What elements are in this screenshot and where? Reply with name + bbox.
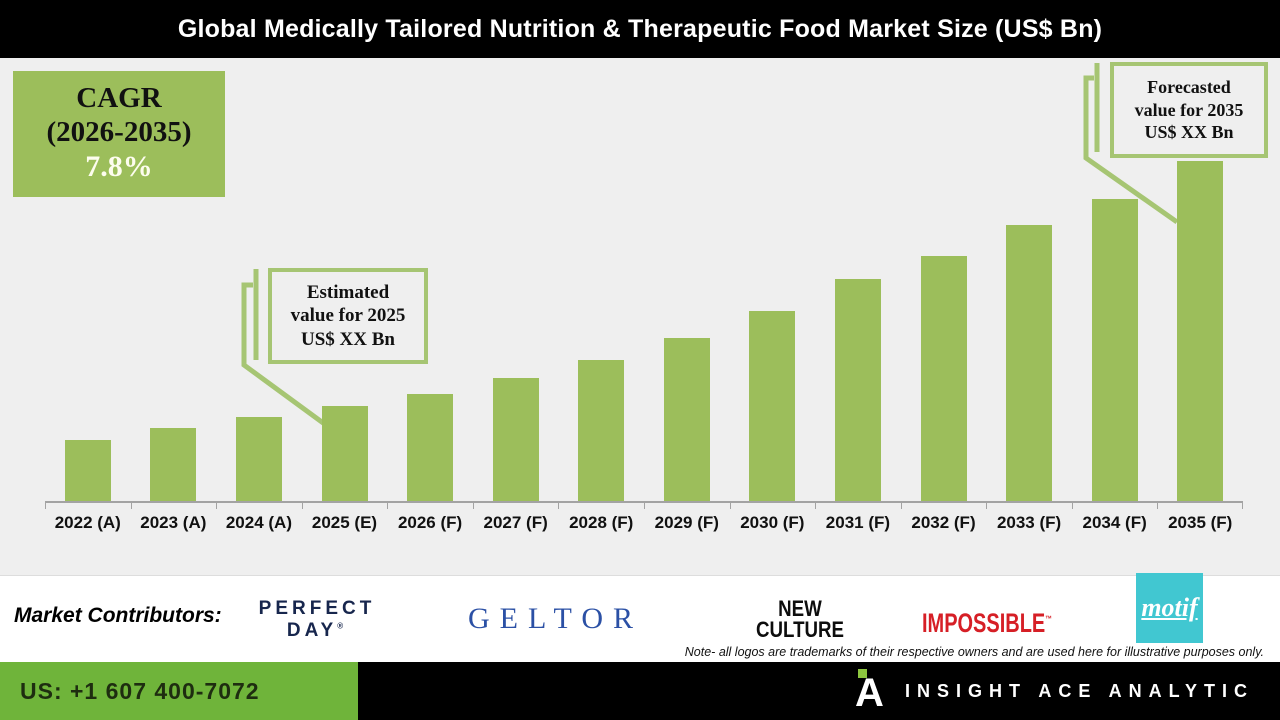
bar-2034 — [1091, 199, 1138, 501]
forecasted-callout-line2: value for 2035 — [1134, 99, 1244, 120]
axis-tick — [1242, 503, 1243, 509]
phone-block: US: +1 607 400-7072 — [0, 662, 358, 720]
x-axis-label-2025: 2025 (E) — [311, 513, 378, 532]
motif-logo: motif — [1136, 573, 1203, 643]
cagr-value: 7.8% — [85, 150, 153, 184]
x-axis-label-2026: 2026 (F) — [397, 513, 463, 532]
logo-green-dot — [857, 669, 867, 678]
axis-tick — [900, 503, 902, 509]
cagr-title: CAGR — [76, 82, 162, 114]
cagr-period: (2026-2035) — [46, 116, 192, 149]
page-title: Global Medically Tailored Nutrition & Th… — [177, 14, 1103, 43]
bar-2032 — [920, 256, 967, 501]
axis-tick — [1071, 503, 1073, 509]
axis-tick — [130, 503, 132, 509]
forecasted-callout-line3: US$ XX Bn — [1144, 122, 1234, 142]
chart-area: CAGR (2026-2035) 7.8% 2022 (A) 2023 (A) 20… — [0, 58, 1280, 576]
geltor-logo: GELTOR — [468, 602, 644, 635]
phone-number: US: +1 607 400-7072 — [20, 677, 260, 704]
brand-block: A INSIGHT ACE ANALYTIC — [855, 662, 1254, 720]
impossible-logo: IMPOSSIBLE™ — [922, 608, 1052, 638]
brand-name: INSIGHT ACE ANALYTIC — [904, 680, 1254, 701]
x-axis-label-2030: 2030 (F) — [740, 513, 805, 532]
perfect-day-line1: PERFECT — [258, 598, 376, 619]
axis-tick — [1157, 503, 1159, 509]
new-culture-line1: NEW — [778, 596, 822, 621]
estimated-callout-line2: value for 2025 — [290, 305, 406, 327]
estimated-callout-line1: Estimated — [306, 282, 390, 303]
estimated-callout-line3: US$ XX Bn — [301, 328, 395, 350]
x-axis-label-2022: 2022 (A) — [54, 513, 121, 532]
bar-2033 — [1006, 225, 1053, 501]
bar-2027 — [492, 378, 539, 501]
x-axis-label-2033: 2033 (F) — [996, 513, 1062, 532]
bar-2023 — [150, 428, 197, 501]
perfect-day-line2: DAY® — [286, 620, 348, 641]
axis-tick — [815, 503, 817, 509]
bar-2025 — [321, 406, 368, 501]
motif-logo-text: motif — [1141, 593, 1198, 622]
perfect-day-logo: PERFECT DAY® — [250, 598, 384, 642]
x-axis-label-2032: 2032 (F) — [911, 513, 976, 532]
axis-tick — [558, 503, 560, 509]
axis-tick — [472, 503, 474, 509]
bar-2022 — [64, 440, 111, 501]
bar-2031 — [834, 279, 881, 501]
x-axis-label-2024: 2024 (A) — [225, 513, 292, 532]
axis-tick — [986, 503, 988, 509]
bar-2035 — [1177, 161, 1224, 501]
bar-2026 — [407, 394, 454, 501]
cagr-box: CAGR (2026-2035) 7.8% — [13, 71, 225, 197]
x-axis-label-2031: 2031 (F) — [825, 513, 891, 532]
x-axis-label-2023: 2023 (A) — [140, 513, 207, 532]
insight-ace-logo-icon: A — [855, 667, 891, 715]
estimated-value-callout: Estimated value for 2025 US$ XX Bn — [268, 268, 428, 364]
axis-tick — [216, 503, 218, 509]
axis-tick — [45, 503, 46, 509]
bar-2029 — [663, 338, 710, 501]
x-axis-label-2028: 2028 (F) — [569, 513, 634, 532]
axis-tick — [387, 503, 389, 509]
axis-tick — [644, 503, 645, 509]
forecasted-value-callout: Forecasted value for 2035 US$ XX Bn — [1110, 62, 1268, 158]
x-axis-labels: 2022 (A) 2023 (A) 2024 (A) 2025 (E) 2026 (F)… — [45, 513, 1243, 537]
forecasted-callout-line1: Forecasted — [1147, 77, 1231, 97]
plot-area — [45, 58, 1243, 509]
market-contributors-band: Market Contributors: PERFECT DAY® GELTOR… — [0, 573, 1280, 662]
bar-2028 — [578, 360, 625, 501]
title-bar: Global Medically Tailored Nutrition & Th… — [0, 0, 1280, 58]
axis-tick — [301, 503, 303, 509]
trademark-note: Note- all logos are trademarks of their … — [684, 645, 1264, 659]
x-axis-label-2034: 2034 (F) — [1082, 513, 1147, 532]
new-culture-line2: CULTURE — [756, 616, 844, 642]
x-axis-label-2029: 2029 (F) — [654, 513, 719, 532]
new-culture-logo: NEW CULTURE — [751, 596, 850, 642]
x-axis-label-2035: 2035 (F) — [1168, 513, 1233, 532]
market-contributors-label: Market Contributors: — [14, 604, 222, 627]
footer-bar: US: +1 607 400-7072 A INSIGHT ACE ANALYT… — [0, 662, 1280, 720]
x-axis-label-2027: 2027 (F) — [483, 513, 548, 532]
bar-2024 — [235, 417, 282, 501]
axis-tick — [729, 503, 731, 509]
bar-2030 — [749, 311, 796, 501]
logo-a-glyph: A — [854, 671, 884, 715]
